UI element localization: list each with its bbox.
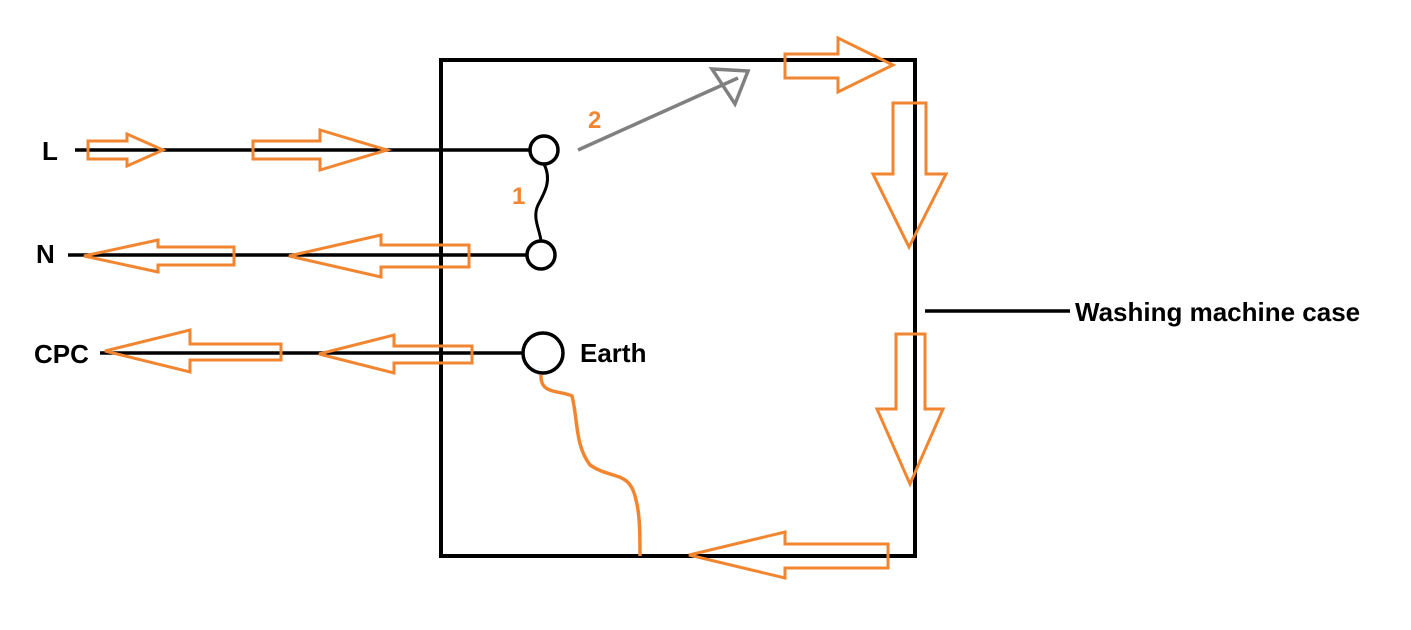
step-two-label: 2 bbox=[588, 107, 601, 134]
fault-arrow-icon bbox=[577, 67, 751, 152]
neutral-return-arrow-icon bbox=[288, 233, 471, 279]
live-terminal bbox=[528, 134, 560, 166]
case-right-arrow-icon bbox=[874, 332, 946, 488]
case-right-arrow-icon bbox=[870, 101, 949, 251]
cpc-fault-arrow-icon bbox=[318, 333, 474, 375]
neutral-return-arrow-icon bbox=[83, 238, 236, 274]
neutral-terminal bbox=[525, 239, 557, 271]
live-current-arrow-icon bbox=[86, 131, 167, 169]
earth-label: Earth bbox=[580, 338, 646, 368]
cpc-fault-arrow-icon bbox=[104, 328, 283, 374]
case-top-arrow-icon bbox=[783, 35, 897, 95]
cpc-label: CPC bbox=[34, 339, 89, 369]
live-label: L bbox=[42, 136, 58, 166]
washing-machine-case-outline bbox=[439, 58, 917, 558]
step-one-label: 1 bbox=[512, 183, 525, 210]
washing-machine-case-label: Washing machine case bbox=[1075, 297, 1360, 327]
neutral-label: N bbox=[36, 239, 55, 269]
earth-bonding-wire bbox=[539, 374, 642, 557]
earth-terminal bbox=[521, 331, 565, 375]
heating-element-squiggle bbox=[534, 163, 549, 242]
case-bottom-arrow-icon bbox=[688, 530, 890, 580]
live-current-arrow-icon bbox=[251, 127, 393, 173]
